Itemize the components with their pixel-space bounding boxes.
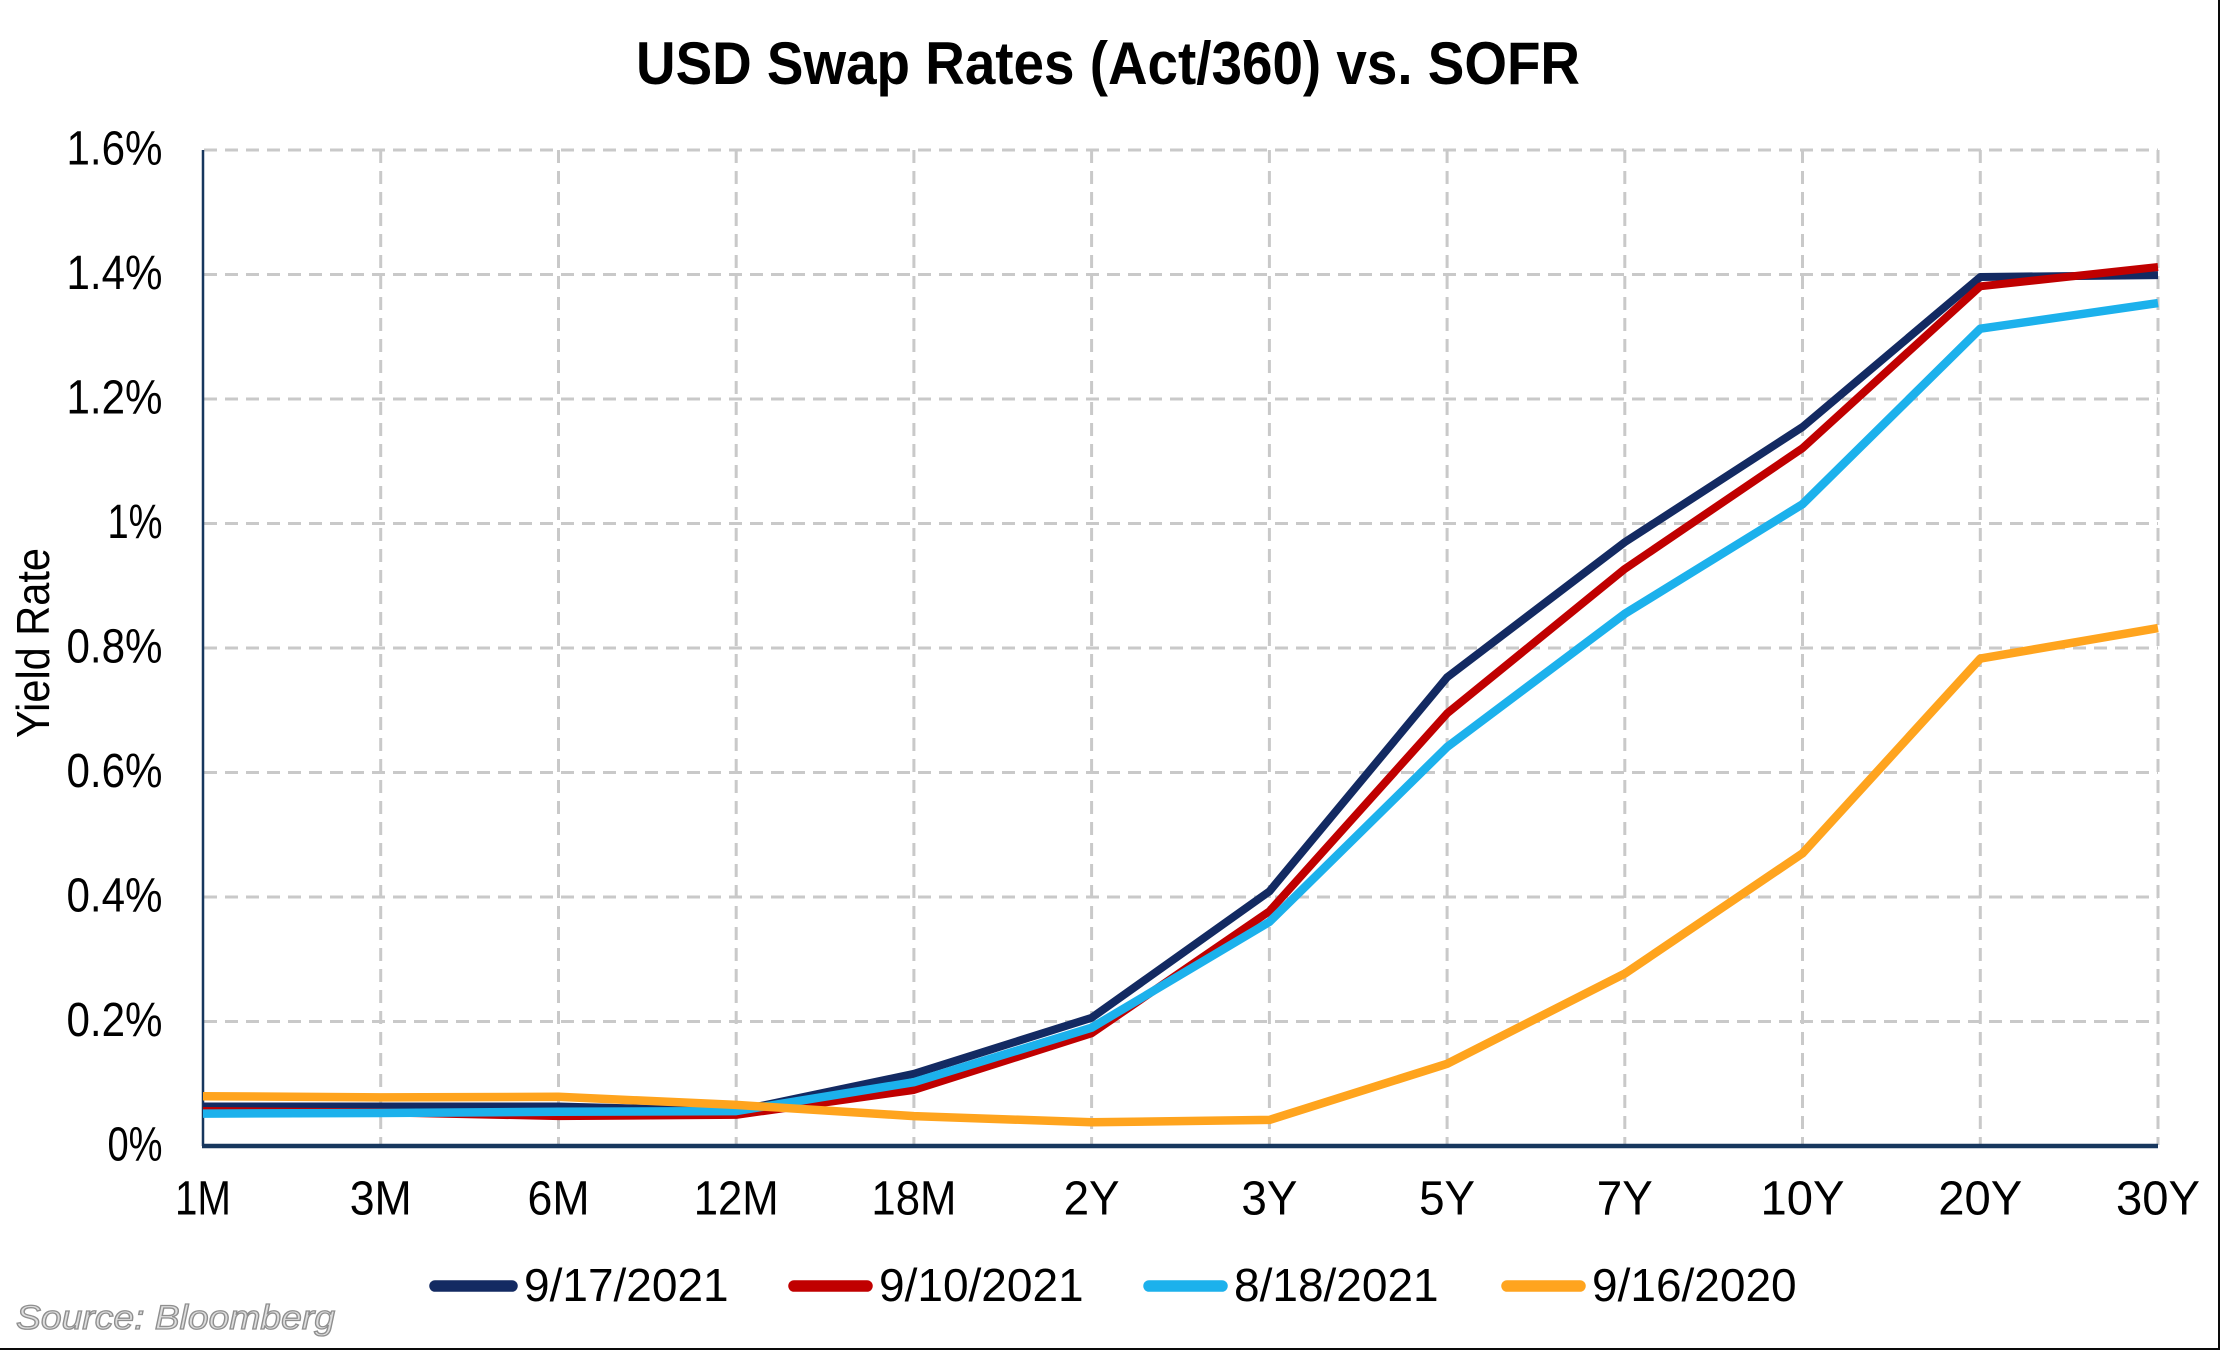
svg-text:9/17/2021: 9/17/2021 [524,1259,729,1311]
svg-text:10Y: 10Y [1761,1172,1845,1226]
svg-text:7Y: 7Y [1597,1172,1653,1226]
svg-text:1%: 1% [108,495,163,549]
svg-text:1.4%: 1.4% [67,246,163,300]
svg-text:3M: 3M [350,1172,412,1226]
svg-text:USD Swap Rates (Act/360) vs. S: USD Swap Rates (Act/360) vs. SOFR [636,30,1580,97]
svg-text:2Y: 2Y [1064,1172,1120,1226]
svg-text:0.2%: 0.2% [67,993,163,1047]
svg-text:1.6%: 1.6% [67,122,163,176]
svg-text:8/18/2021: 8/18/2021 [1234,1259,1439,1311]
svg-text:0%: 0% [108,1118,163,1172]
svg-text:20Y: 20Y [1938,1172,2022,1226]
svg-text:0.8%: 0.8% [67,620,163,674]
svg-text:5Y: 5Y [1419,1172,1475,1226]
svg-text:3Y: 3Y [1241,1172,1297,1226]
svg-text:6M: 6M [528,1172,590,1226]
svg-text:1M: 1M [175,1172,231,1226]
svg-text:30Y: 30Y [2116,1172,2200,1226]
svg-text:Source: Bloomberg: Source: Bloomberg [16,1299,335,1337]
svg-text:9/16/2020: 9/16/2020 [1592,1259,1797,1311]
svg-text:12M: 12M [694,1172,779,1226]
svg-text:1.2%: 1.2% [67,371,163,425]
svg-text:Yield Rate: Yield Rate [7,548,59,738]
svg-text:18M: 18M [871,1172,956,1226]
svg-text:0.4%: 0.4% [67,869,163,923]
svg-text:9/10/2021: 9/10/2021 [879,1259,1084,1311]
svg-text:0.6%: 0.6% [67,744,163,798]
